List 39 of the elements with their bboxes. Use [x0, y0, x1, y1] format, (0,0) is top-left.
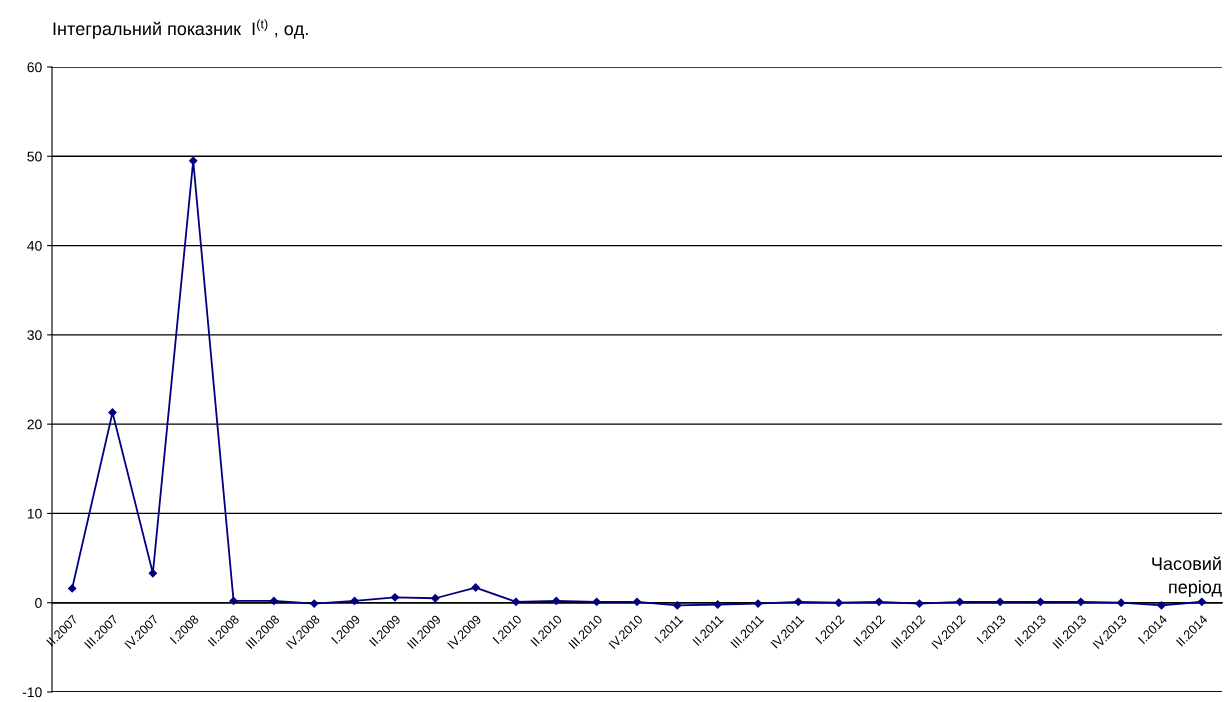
y-tick-label: 10	[27, 508, 42, 519]
point	[955, 597, 964, 606]
point	[1076, 597, 1085, 606]
point	[1197, 597, 1206, 606]
point	[995, 597, 1005, 606]
point	[552, 596, 561, 606]
point	[915, 599, 924, 608]
y-tick-label: -10	[22, 687, 42, 698]
point	[673, 601, 682, 610]
point	[834, 598, 843, 607]
y-tick-label: 0	[35, 598, 42, 608]
point	[794, 597, 803, 606]
point	[713, 600, 722, 609]
point	[1157, 601, 1166, 610]
point	[310, 599, 319, 608]
point	[269, 596, 279, 606]
point	[350, 596, 359, 606]
point	[1036, 597, 1045, 606]
y-tick-label: 20	[27, 419, 42, 430]
point	[511, 597, 521, 606]
point	[68, 584, 77, 593]
point	[1117, 598, 1126, 607]
y-axis-title: Інтегральний показник I$^{(t)}$ , од.	[53, 19, 308, 39]
y-tick-label: 60	[27, 62, 42, 73]
point	[148, 569, 157, 578]
point	[229, 596, 238, 606]
point	[592, 597, 601, 606]
point	[108, 408, 117, 417]
point	[753, 599, 763, 608]
point	[431, 594, 440, 603]
y-tick-label: 30	[27, 330, 42, 341]
x-axis-title: Часовий період	[1152, 556, 1222, 597]
point	[632, 597, 642, 606]
y-tick-label: 50	[27, 151, 42, 162]
point	[874, 597, 884, 606]
point	[471, 583, 480, 592]
y-tick-label: 40	[27, 240, 42, 251]
point	[189, 156, 198, 165]
point	[390, 593, 400, 602]
